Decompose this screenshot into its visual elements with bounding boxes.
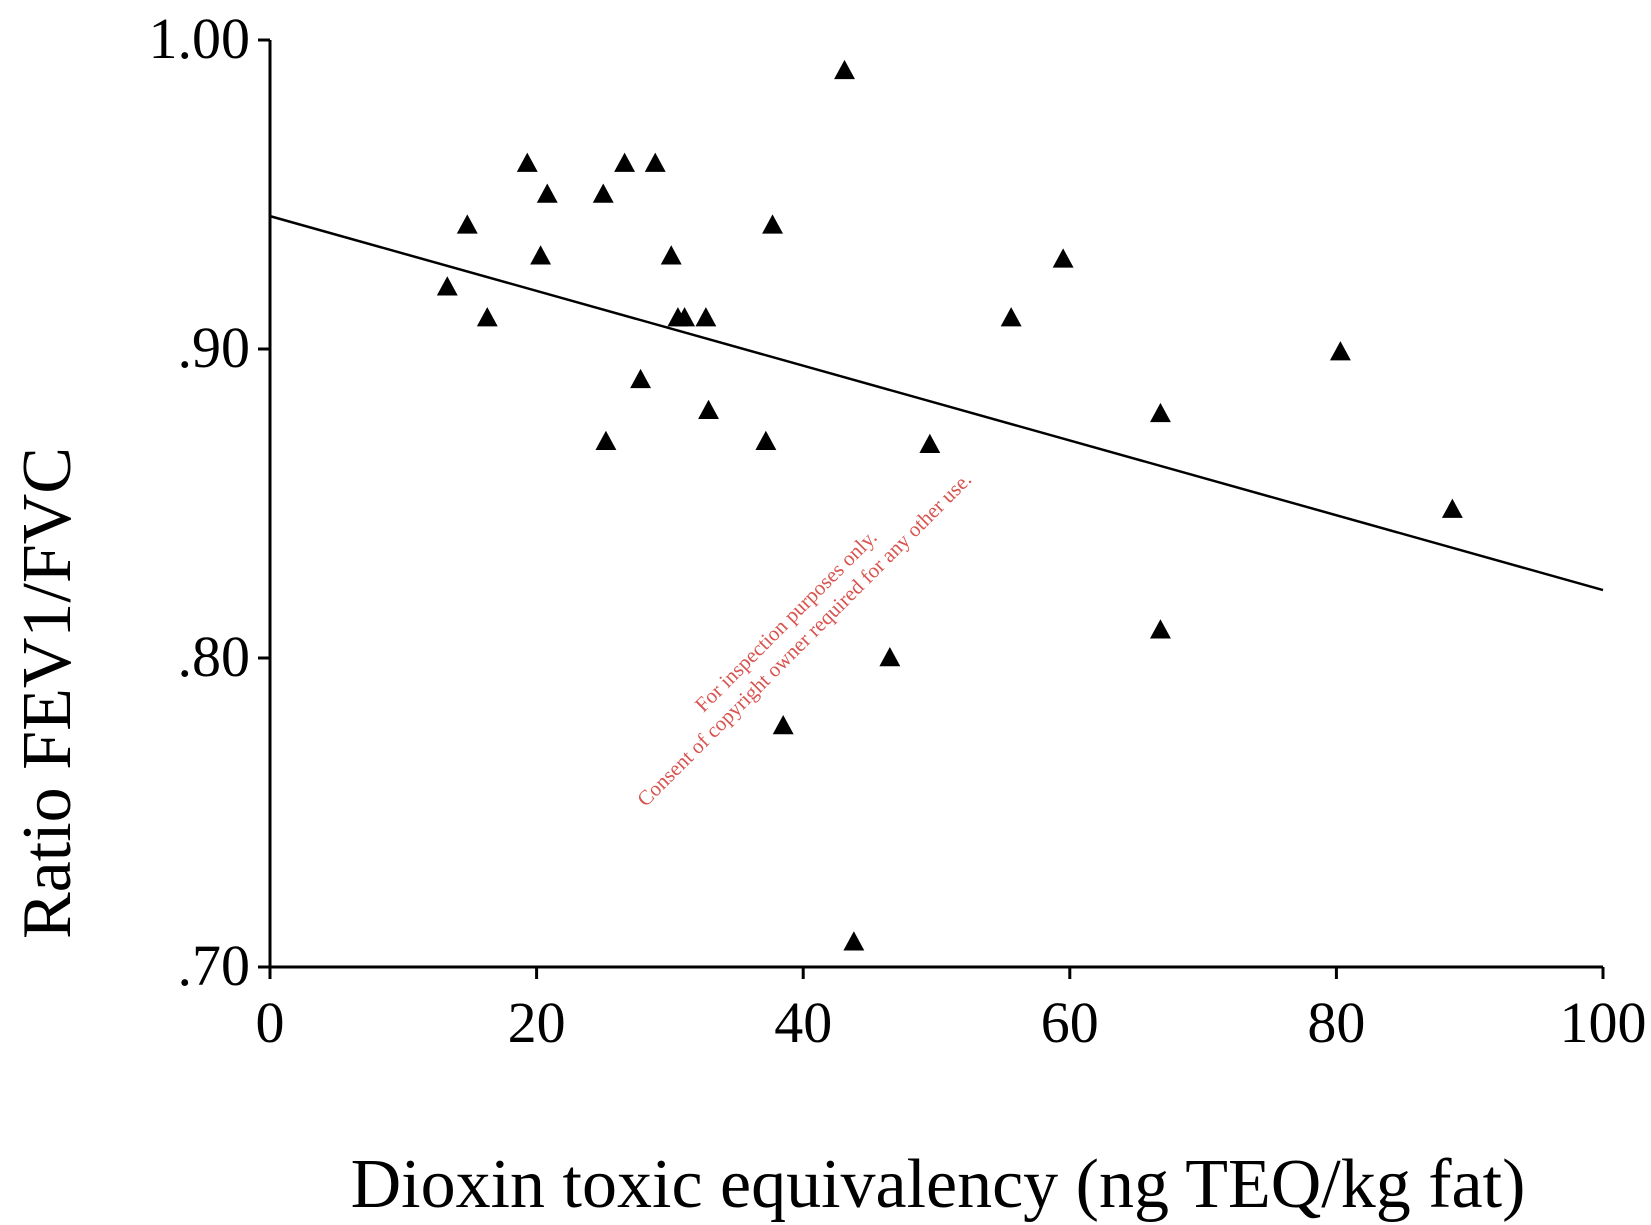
data-point: [660, 245, 682, 265]
data-point: [834, 59, 855, 80]
data-point: [630, 368, 652, 389]
y-tick-label: .70: [178, 933, 251, 998]
regression-line-group: [269, 214, 1604, 592]
x-tick-label: 80: [1307, 990, 1365, 1055]
data-point: [1149, 402, 1171, 423]
data-point: [762, 214, 783, 234]
data-point: [755, 430, 777, 450]
y-tick-label: .80: [178, 624, 251, 689]
x-tick-label: 20: [508, 990, 566, 1055]
data-point: [592, 183, 614, 203]
x-tick-label: 40: [774, 990, 832, 1055]
data-point: [919, 433, 941, 454]
x-axis-title: Dioxin toxic equivalency (ng TEQ/kg fat): [351, 1146, 1526, 1223]
data-point: [698, 399, 720, 420]
x-tick-label: 100: [1560, 990, 1647, 1055]
data-point: [843, 931, 865, 951]
axes: [268, 40, 1603, 969]
data-point: [1441, 498, 1463, 518]
data-point: [530, 245, 552, 265]
data-point: [536, 183, 558, 203]
watermark-line-2: Consent of copyright owner required for …: [632, 467, 976, 811]
data-point: [595, 430, 617, 450]
data-point: [1000, 307, 1022, 327]
y-tick-label: .90: [178, 315, 251, 380]
regression-line: [269, 214, 1604, 592]
data-point: [614, 152, 636, 172]
data-point: [436, 276, 458, 296]
y-axis-title: Ratio FEV1/FVC: [9, 447, 86, 939]
data-point: [644, 152, 666, 172]
y-axis-ticks: .70 .80 .90 1.00: [149, 6, 270, 998]
data-point: [1052, 248, 1074, 268]
x-axis-ticks: 0 20 40 60 80 100: [256, 967, 1647, 1055]
data-point: [516, 152, 538, 172]
data-point: [695, 307, 717, 327]
data-point: [456, 214, 478, 234]
watermark-line-1: For inspection purposes only.: [690, 525, 882, 717]
data-point: [1149, 619, 1171, 639]
x-tick-label: 60: [1041, 990, 1099, 1055]
data-points: [436, 59, 1463, 951]
x-tick-label: 0: [256, 990, 285, 1055]
data-point: [772, 714, 794, 735]
data-point: [476, 307, 498, 327]
y-tick-label: 1.00: [149, 6, 251, 71]
copyright-watermark: For inspection purposes only. Consent of…: [632, 467, 976, 811]
data-point: [879, 647, 901, 667]
data-point: [674, 307, 696, 327]
data-point: [1329, 341, 1351, 361]
